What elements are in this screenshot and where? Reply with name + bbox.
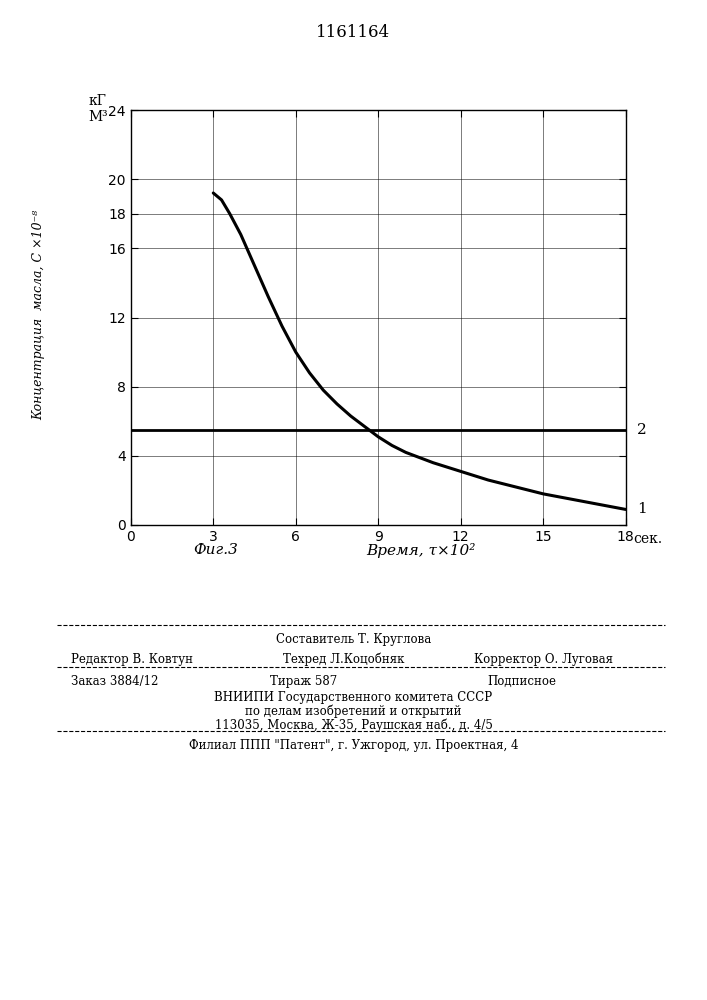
Text: Тираж 587: Тираж 587 [270,675,338,688]
Text: Подписное: Подписное [488,675,557,688]
Text: М³: М³ [88,110,108,124]
Text: Концентрация  масла, С ×10⁻⁸: Концентрация масла, С ×10⁻⁸ [33,210,45,420]
Text: ВНИИПИ Государственного комитета СССР: ВНИИПИ Государственного комитета СССР [214,691,493,704]
Text: сек.: сек. [633,532,662,546]
Text: Филиал ППП "Патент", г. Ужгород, ул. Проектная, 4: Филиал ППП "Патент", г. Ужгород, ул. Про… [189,739,518,752]
Text: Составитель Т. Круглова: Составитель Т. Круглова [276,633,431,646]
Text: 1: 1 [637,502,646,516]
Text: 2: 2 [637,423,646,437]
Text: по делам изобретений и открытий: по делам изобретений и открытий [245,705,462,718]
Text: Фиг.3: Фиг.3 [193,543,238,557]
Text: 1161164: 1161164 [317,24,390,41]
Text: кГ: кГ [88,94,106,108]
Text: Техред Л.Коцобняк: Техред Л.Коцобняк [283,653,404,666]
Text: Время, τ×10²: Время, τ×10² [366,543,475,558]
Text: Редактор В. Ковтун: Редактор В. Ковтун [71,653,193,666]
Text: Корректор О. Луговая: Корректор О. Луговая [474,653,613,666]
Text: 113035, Москва, Ж-35, Раушская наб., д. 4/5: 113035, Москва, Ж-35, Раушская наб., д. … [214,719,493,732]
Text: Заказ 3884/12: Заказ 3884/12 [71,675,158,688]
